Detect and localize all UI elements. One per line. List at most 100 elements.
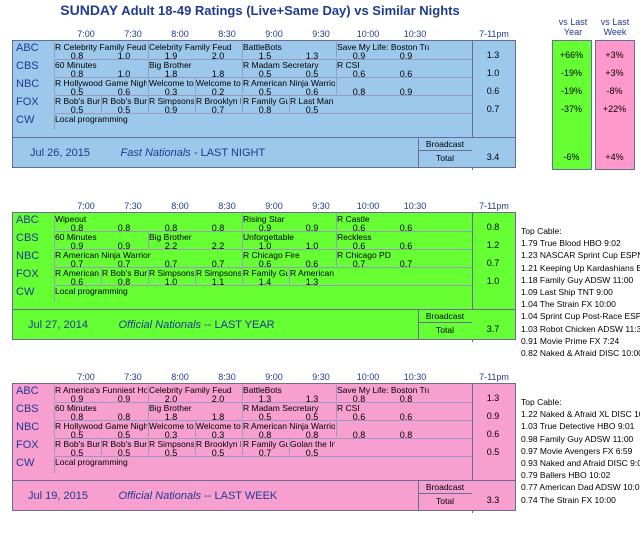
pct-vs-last-week: -8%: [606, 86, 623, 96]
rating-value: 0.8: [352, 430, 366, 440]
cell-divider: [54, 96, 55, 112]
program-cell: R American Dad: [290, 268, 335, 278]
program-cell: R CSI: [337, 60, 360, 70]
header-vs-last-week: vs Last Week: [595, 17, 635, 37]
time-header-2: 8:00: [171, 201, 189, 211]
program-cell: Local programming: [55, 114, 128, 124]
page-title: SUNDAY Adult 18-49 Ratings (Live+Same Da…: [0, 2, 520, 18]
cell-divider: [148, 268, 149, 284]
section-date: Jul 27, 2014: [28, 319, 88, 331]
cell-divider: [336, 232, 337, 248]
network-label-cw: CW: [16, 457, 35, 469]
total-pct-vs-last-year: -6%: [563, 152, 580, 162]
rating-value: 0.8: [258, 105, 272, 115]
program-cell: R Brooklyn Nine-Nine: [196, 439, 241, 449]
rating-value: 0.6: [399, 69, 413, 79]
night-average: 1.3: [486, 393, 500, 403]
cell-divider: [242, 232, 243, 248]
rating-value: 0.9: [117, 394, 131, 404]
program-cell: Wipeout: [55, 214, 87, 224]
program-cell: Big Brother: [149, 232, 192, 242]
section-jul26-sum-divider: [472, 40, 473, 170]
network-label-nbc: NBC: [16, 421, 40, 433]
network-label-nbc: NBC: [16, 78, 40, 90]
rating-value: 0.8: [117, 277, 131, 287]
cell-divider: [195, 78, 196, 94]
rating-value: 0.9: [70, 394, 84, 404]
time-header-1: 7:30: [124, 29, 142, 39]
rating-value: 0.3: [164, 87, 178, 97]
program-cell: R America's Funniest Home Videos: [55, 385, 147, 395]
rating-value: 1.0: [258, 241, 272, 251]
rating-value: 0.3: [164, 430, 178, 440]
program-cell: R Hollywood Game Night: [55, 421, 147, 431]
cell-divider: [289, 96, 290, 112]
rating-value: 0.8: [352, 87, 366, 97]
section-jul27-footer: [12, 310, 516, 340]
cell-divider: [336, 403, 337, 419]
program-cell: 60 Minutes: [55, 232, 97, 242]
pct-vs-last-week: +3%: [605, 68, 624, 78]
rating-value: 2.0: [211, 51, 225, 61]
program-cell: Unforgettable: [243, 232, 295, 242]
cell-divider: [148, 385, 149, 401]
time-header-7: 10:30: [403, 201, 427, 211]
rating-value: 0.7: [258, 448, 272, 458]
time-header-6: 10:00: [356, 201, 380, 211]
rating-value: 0.5: [70, 87, 84, 97]
broadcast-box-left: [418, 481, 419, 511]
rating-value: 0.7: [70, 259, 84, 269]
network-label-abc: ABC: [16, 385, 39, 397]
night-average: 0.7: [486, 258, 500, 268]
broadcast-box-divider: [418, 150, 472, 151]
section-jul19-grid: [12, 383, 516, 481]
rating-value: 0.6: [352, 412, 366, 422]
rating-value: 0.8: [305, 430, 319, 440]
rating-value: 0.5: [117, 448, 131, 458]
cell-divider: [101, 96, 102, 112]
rating-value: 0.5: [305, 448, 319, 458]
cell-divider: [54, 60, 55, 76]
cell-divider: [195, 421, 196, 437]
network-label-cbs: CBS: [16, 60, 39, 72]
program-cell: R Family Guy: [243, 96, 288, 106]
program-cell: R Castle: [337, 214, 370, 224]
rating-value: 0.5: [70, 448, 84, 458]
broadcast-total: 3.4: [486, 152, 500, 162]
time-header-5: 9:30: [312, 201, 330, 211]
rating-value: 0.8: [164, 223, 178, 233]
total-label: Total: [436, 325, 454, 335]
rating-value: 0.8: [70, 69, 84, 79]
row-separator: [54, 285, 472, 286]
top-cable-heading: Top Cable:: [521, 226, 562, 236]
cell-divider: [54, 403, 55, 419]
rating-value: 1.4: [258, 277, 272, 287]
broadcast-label: Broadcast: [425, 482, 465, 492]
total-label: Total: [436, 496, 454, 506]
top-cable-item: 1.18 Family Guy ADSW 11:00: [521, 274, 634, 285]
caption-spacer: [90, 147, 121, 159]
rating-value: 0.5: [70, 430, 84, 440]
program-cell: 60 Minutes: [55, 403, 97, 413]
time-header-1: 7:30: [124, 372, 142, 382]
time-header-4: 9:00: [265, 29, 283, 39]
cell-divider: [101, 268, 102, 284]
night-average: 1.0: [486, 276, 500, 286]
header-vs-last-year: vs Last Year: [553, 17, 593, 37]
cell-divider: [54, 385, 55, 401]
cell-divider: [242, 42, 243, 58]
rating-value: 0.5: [258, 69, 272, 79]
broadcast-total: 3.3: [486, 495, 500, 505]
header-vs-last-week-line2: Week: [603, 27, 627, 37]
program-cell: Welcome to Sweden: [149, 421, 194, 431]
section-jul19-sum-divider: [472, 383, 473, 513]
rating-value: 0.5: [117, 430, 131, 440]
rating-value: 0.6: [352, 69, 366, 79]
rating-value: 0.9: [164, 105, 178, 115]
broadcast-label: Broadcast: [425, 139, 465, 149]
time-header-3: 8:30: [218, 29, 236, 39]
top-cable-item: 1.23 NASCAR Sprint Cup ESPN: [521, 250, 640, 261]
program-cell: Save My Life: Boston Trauma: [337, 42, 429, 52]
program-cell: R Last Man on Earth: [290, 96, 335, 106]
top-cable-item: 1.03 Robot Chicken ADSW 11:30: [521, 323, 640, 334]
